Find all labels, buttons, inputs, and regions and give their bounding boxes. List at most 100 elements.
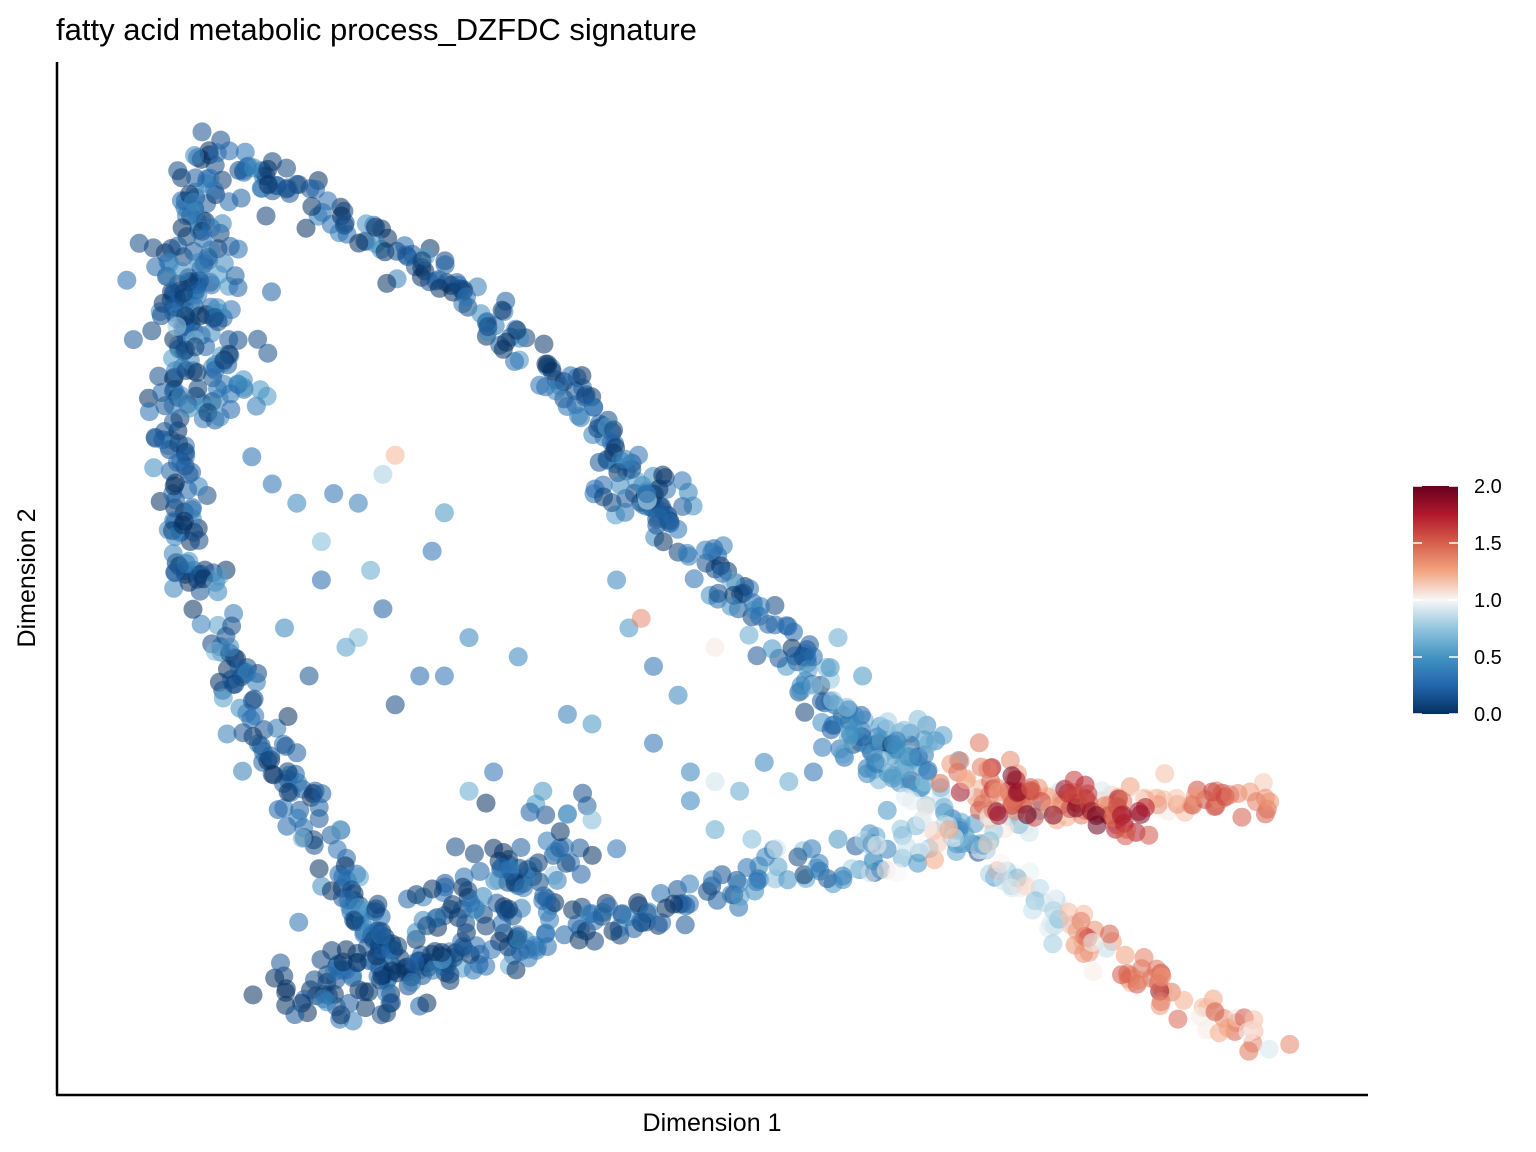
data-point (373, 599, 393, 619)
data-point (656, 898, 676, 918)
data-point (820, 658, 840, 678)
data-point (867, 835, 887, 855)
data-point (969, 733, 989, 753)
data-point (1243, 1020, 1263, 1040)
data-point (280, 184, 300, 203)
data-point (434, 666, 454, 686)
data-point (654, 502, 674, 522)
data-point (200, 168, 220, 188)
data-point (434, 503, 454, 523)
data-point (214, 253, 234, 273)
data-point (705, 772, 725, 792)
data-point (573, 783, 593, 803)
data-point (615, 502, 635, 522)
data-point (823, 690, 843, 710)
data-point (898, 747, 918, 767)
data-point (672, 471, 692, 491)
data-point (172, 218, 192, 238)
data-point (705, 820, 725, 840)
data-point (765, 615, 785, 635)
data-point (466, 936, 486, 956)
data-point (1168, 1009, 1188, 1029)
data-point (1016, 876, 1035, 896)
data-point (673, 497, 693, 516)
data-point (1002, 766, 1022, 786)
data-point (918, 760, 938, 780)
data-point (703, 870, 722, 890)
data-point (547, 870, 567, 890)
data-point (173, 515, 193, 535)
data-point (172, 262, 191, 282)
data-point (185, 146, 205, 165)
data-point (828, 628, 848, 648)
data-point (187, 363, 207, 382)
data-point (546, 381, 566, 401)
data-point (653, 532, 673, 552)
data-point (712, 563, 732, 583)
data-point (729, 874, 749, 894)
data-point (803, 647, 823, 667)
data-point (1087, 815, 1107, 835)
data-point (785, 646, 805, 666)
data-point (1253, 773, 1273, 793)
data-point (164, 578, 184, 598)
data-point (939, 820, 959, 840)
data-point (183, 599, 203, 619)
data-point (554, 925, 574, 945)
data-point (1115, 945, 1135, 965)
data-point (930, 773, 950, 793)
data-point (675, 915, 695, 935)
data-point (242, 447, 262, 467)
data-point (680, 874, 700, 894)
data-point (262, 282, 281, 302)
data-point (430, 278, 449, 298)
data-point (778, 870, 798, 890)
data-point (275, 618, 294, 638)
data-point (599, 897, 619, 917)
data-point (779, 772, 799, 792)
data-point (221, 400, 241, 419)
data-point (536, 924, 555, 944)
data-point (155, 396, 175, 416)
data-point (1134, 948, 1154, 967)
data-point (747, 646, 767, 666)
data-point (417, 916, 437, 936)
data-point (214, 350, 234, 370)
data-point (402, 972, 422, 992)
data-point (271, 953, 290, 973)
data-point (991, 854, 1011, 874)
data-point (978, 759, 998, 779)
data-point (582, 810, 602, 830)
data-point (250, 380, 270, 400)
data-point (248, 329, 268, 349)
data-point (246, 396, 266, 416)
data-point (589, 452, 609, 472)
data-point (933, 726, 953, 745)
data-point (311, 532, 331, 552)
data-point (485, 871, 505, 891)
data-point (463, 960, 483, 980)
data-point (695, 540, 715, 560)
data-point (680, 791, 700, 811)
data-point (582, 904, 602, 924)
data-point (476, 916, 496, 936)
data-point (432, 943, 452, 962)
legend-tick-label: 1.0 (1474, 590, 1502, 612)
data-point (637, 484, 657, 504)
data-point (151, 306, 171, 326)
data-point (461, 893, 481, 913)
chart-title: fatty acid metabolic process_DZFDC signa… (56, 12, 697, 47)
data-point (313, 989, 333, 1009)
data-point (123, 330, 143, 350)
data-point (302, 197, 322, 216)
data-point (296, 218, 316, 238)
data-point (356, 998, 375, 1018)
data-point (540, 910, 560, 930)
data-point (188, 379, 208, 399)
data-point (117, 270, 137, 290)
data-point (739, 625, 759, 645)
data-point (149, 366, 169, 386)
data-point (795, 702, 815, 722)
data-point (810, 861, 830, 881)
data-point (505, 352, 525, 371)
